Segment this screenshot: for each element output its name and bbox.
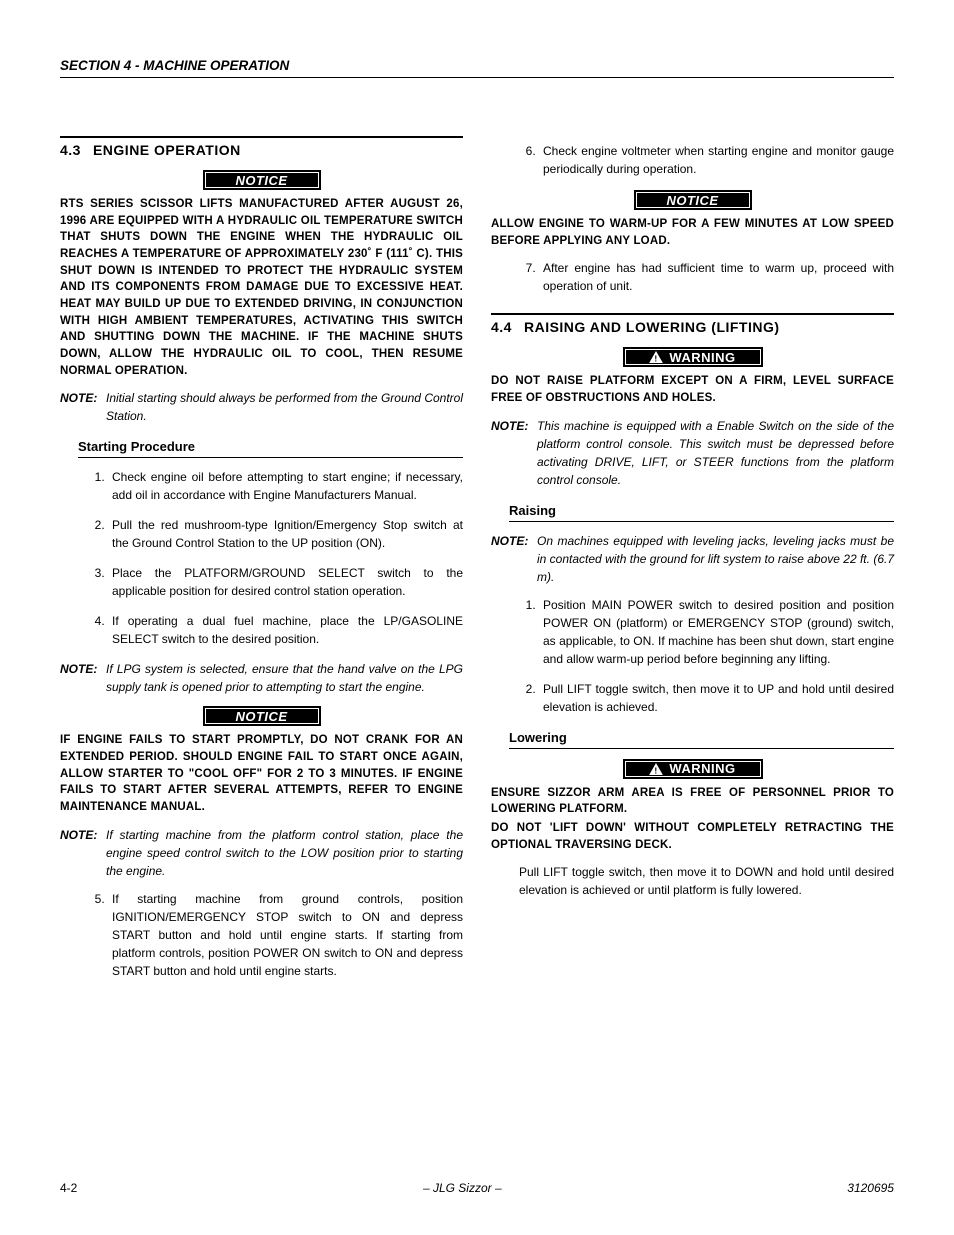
list-item: If operating a dual fuel machine, place …: [108, 612, 463, 648]
warning-text: ENSURE SIZZOR ARM AREA IS FREE OF PERSON…: [491, 785, 894, 818]
section-title: ENGINE OPERATION: [93, 142, 241, 158]
note-label: NOTE:: [60, 389, 106, 425]
section-4-3-heading: 4.3 ENGINE OPERATION: [60, 136, 463, 158]
left-column: 4.3 ENGINE OPERATION NOTICE RTS SERIES SC…: [60, 136, 463, 992]
note-body: This machine is equipped with a Enable S…: [537, 417, 894, 489]
note-body: On machines equipped with leveling jacks…: [537, 532, 894, 586]
warning-text: DO NOT RAISE PLATFORM EXCEPT ON A FIRM, …: [491, 373, 894, 406]
list-item: Check engine oil before attempting to st…: [108, 468, 463, 504]
footer-center: – JLG Sizzor –: [423, 1181, 502, 1195]
warning-label: WARNING: [669, 350, 735, 365]
starting-step-6: Check engine voltmeter when starting eng…: [491, 142, 894, 178]
page-number: 4-2: [60, 1181, 77, 1195]
raising-heading: Raising: [509, 503, 894, 522]
note-label: NOTE:: [491, 532, 537, 586]
note-block: NOTE: If LPG system is selected, ensure …: [60, 660, 463, 696]
notice-badge: NOTICE: [634, 190, 752, 210]
list-item: Check engine voltmeter when starting eng…: [539, 142, 894, 178]
page-footer: 4-2 – JLG Sizzor – 3120695: [60, 1181, 894, 1195]
note-block: NOTE: Initial starting should always be …: [60, 389, 463, 425]
lowering-paragraph: Pull LIFT toggle switch, then move it to…: [519, 863, 894, 899]
warning-triangle-icon: !: [649, 351, 663, 363]
list-item: Pull the red mushroom-type Ignition/Emer…: [108, 516, 463, 552]
list-item: After engine has had sufficient time to …: [539, 259, 894, 295]
notice-label: NOTICE: [235, 709, 287, 724]
warning-badge: ! WARNING: [623, 759, 763, 779]
list-item: Position MAIN POWER switch to desired po…: [539, 596, 894, 668]
lowering-heading: Lowering: [509, 730, 894, 749]
warning-text: DO NOT 'LIFT DOWN' WITHOUT COMPLETELY RE…: [491, 820, 894, 853]
notice-badge: NOTICE: [203, 170, 321, 190]
raising-steps: Position MAIN POWER switch to desired po…: [491, 596, 894, 716]
note-block: NOTE: On machines equipped with leveling…: [491, 532, 894, 586]
note-label: NOTE:: [60, 660, 106, 696]
starting-procedure-heading: Starting Procedure: [78, 439, 463, 458]
warning-triangle-icon: !: [649, 763, 663, 775]
content-columns: 4.3 ENGINE OPERATION NOTICE RTS SERIES SC…: [60, 136, 894, 992]
notice-text: RTS SERIES SCISSOR LIFTS MANUFACTURED AF…: [60, 196, 463, 379]
section-4-4-heading: 4.4 RAISING AND LOWERING (LIFTING): [491, 313, 894, 335]
section-number: 4.4: [491, 319, 512, 335]
svg-text:!: !: [655, 354, 658, 364]
page: SECTION 4 - MACHINE OPERATION 4.3 ENGINE …: [0, 0, 954, 1235]
note-body: Initial starting should always be perfor…: [106, 389, 463, 425]
note-label: NOTE:: [60, 826, 106, 880]
note-block: NOTE: If starting machine from the platf…: [60, 826, 463, 880]
list-item: Pull LIFT toggle switch, then move it to…: [539, 680, 894, 716]
svg-text:!: !: [655, 765, 658, 775]
notice-text: ALLOW ENGINE TO WARM-UP FOR A FEW MINUTE…: [491, 216, 894, 249]
right-column: Check engine voltmeter when starting eng…: [491, 136, 894, 992]
notice-label: NOTICE: [235, 173, 287, 188]
running-header: SECTION 4 - MACHINE OPERATION: [60, 58, 894, 78]
document-number: 3120695: [847, 1181, 894, 1195]
notice-label: NOTICE: [666, 193, 718, 208]
note-body: If starting machine from the platform co…: [106, 826, 463, 880]
starting-steps-1-4: Check engine oil before attempting to st…: [60, 468, 463, 648]
section-number: 4.3: [60, 142, 81, 158]
starting-step-5: If starting machine from ground controls…: [60, 890, 463, 980]
list-item: Place the PLATFORM/GROUND SELECT switch …: [108, 564, 463, 600]
section-title: RAISING AND LOWERING (LIFTING): [524, 319, 780, 335]
list-item: If starting machine from ground controls…: [108, 890, 463, 980]
starting-step-7: After engine has had sufficient time to …: [491, 259, 894, 295]
warning-label: WARNING: [669, 761, 735, 776]
notice-badge: NOTICE: [203, 706, 321, 726]
notice-text: IF ENGINE FAILS TO START PROMPTLY, DO NO…: [60, 732, 463, 815]
note-body: If LPG system is selected, ensure that t…: [106, 660, 463, 696]
warning-badge: ! WARNING: [623, 347, 763, 367]
note-block: NOTE: This machine is equipped with a En…: [491, 417, 894, 489]
note-label: NOTE:: [491, 417, 537, 489]
